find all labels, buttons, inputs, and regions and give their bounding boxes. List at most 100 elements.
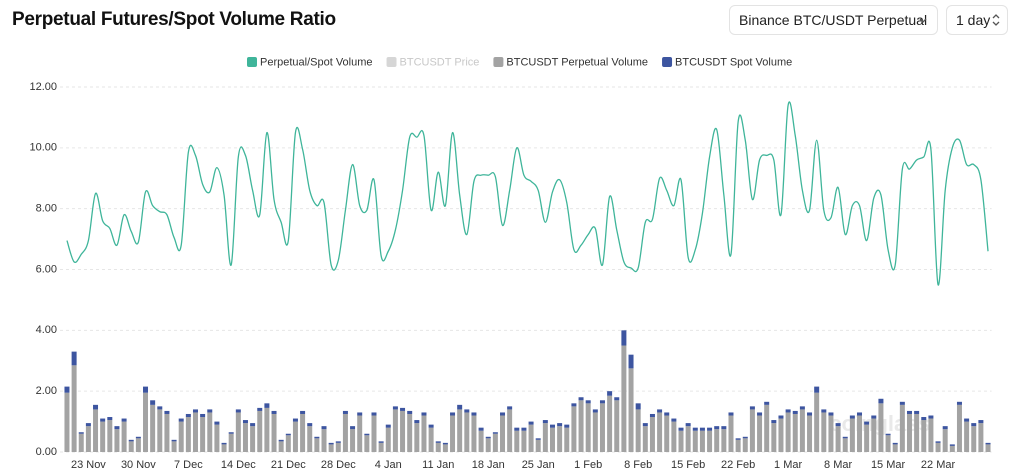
bar [264, 403, 270, 408]
bar [114, 429, 120, 452]
bar [592, 409, 598, 413]
bar [935, 441, 941, 443]
bar [607, 391, 613, 396]
bar [150, 404, 156, 452]
legend-label: Perpetual/Spot Volume [260, 56, 373, 68]
bar [714, 426, 720, 430]
bar [371, 412, 377, 416]
bar [221, 442, 227, 445]
bar [85, 423, 91, 427]
bar [864, 424, 870, 452]
bar [157, 409, 163, 452]
bar [328, 444, 334, 452]
bar [121, 421, 127, 452]
bar [949, 444, 955, 446]
bar [828, 412, 834, 416]
bar [428, 427, 434, 452]
bar [949, 445, 955, 452]
bar [549, 427, 555, 452]
bar [185, 417, 191, 452]
legend-swatch [386, 57, 397, 67]
bar [678, 427, 684, 431]
bar [471, 412, 477, 416]
bar [214, 421, 220, 425]
bar [392, 409, 398, 452]
bar [842, 438, 848, 452]
legend-swatch [247, 57, 257, 67]
bar [271, 413, 277, 452]
x-tick-label: 30 Nov [121, 459, 156, 471]
bar [250, 423, 256, 427]
bar [742, 436, 748, 439]
bar [985, 442, 991, 445]
bar [185, 413, 191, 418]
bar [457, 409, 463, 452]
page-title: Perpetual Futures/Spot Volume Ratio [12, 9, 336, 30]
bar [849, 418, 855, 452]
bar [971, 423, 977, 427]
bar [871, 418, 877, 452]
interval-select[interactable]: 1 day [946, 5, 1008, 35]
bar [671, 421, 677, 452]
bar [400, 407, 406, 411]
y-tick-label: 6.00 [36, 263, 57, 275]
bar [514, 430, 520, 452]
bar [849, 415, 855, 419]
bar [521, 427, 527, 431]
bar [685, 426, 691, 452]
bar [628, 368, 634, 452]
bar [906, 410, 912, 414]
bar [578, 397, 584, 401]
bar [342, 410, 348, 414]
bar [428, 424, 434, 428]
bar [785, 409, 791, 413]
bar [521, 430, 527, 452]
bar [500, 412, 506, 416]
bar [914, 413, 920, 452]
bar [956, 401, 962, 405]
bar [585, 400, 591, 404]
bar [350, 426, 356, 430]
bar [421, 412, 427, 416]
bar [771, 420, 777, 424]
bar [878, 398, 884, 404]
bar [307, 423, 313, 427]
bar [814, 392, 820, 452]
bar [192, 409, 198, 413]
bar [664, 415, 670, 452]
bar [835, 423, 841, 427]
bar [542, 423, 548, 452]
bar [578, 400, 584, 452]
bar [442, 444, 448, 452]
bar [143, 392, 149, 452]
bar [935, 442, 941, 452]
bar [757, 412, 763, 416]
bar [599, 403, 605, 452]
legend-label: BTCUSDT Perpetual Volume [506, 56, 648, 68]
x-tick-label: 23 Nov [71, 459, 106, 471]
bar [150, 400, 156, 405]
bar [757, 415, 763, 452]
x-tick-label: 22 Mar [921, 459, 956, 471]
bar [857, 415, 863, 452]
bar [335, 442, 341, 452]
bar [514, 427, 520, 431]
bar [764, 401, 770, 405]
bar [549, 424, 555, 428]
bar [85, 426, 91, 452]
exchange-select[interactable]: Binance BTC/USDT Perpetual [729, 5, 938, 35]
bar [357, 412, 363, 416]
bar [614, 400, 620, 452]
bar [321, 429, 327, 452]
y-tick-label: 12.00 [29, 81, 57, 93]
bar [121, 418, 127, 422]
bar [107, 417, 113, 421]
bar [321, 426, 327, 430]
legend-swatch [493, 57, 504, 67]
bar [699, 427, 705, 431]
bar [892, 444, 898, 452]
x-tick-label: 15 Mar [871, 459, 906, 471]
bar [942, 426, 948, 430]
bar [535, 439, 541, 452]
